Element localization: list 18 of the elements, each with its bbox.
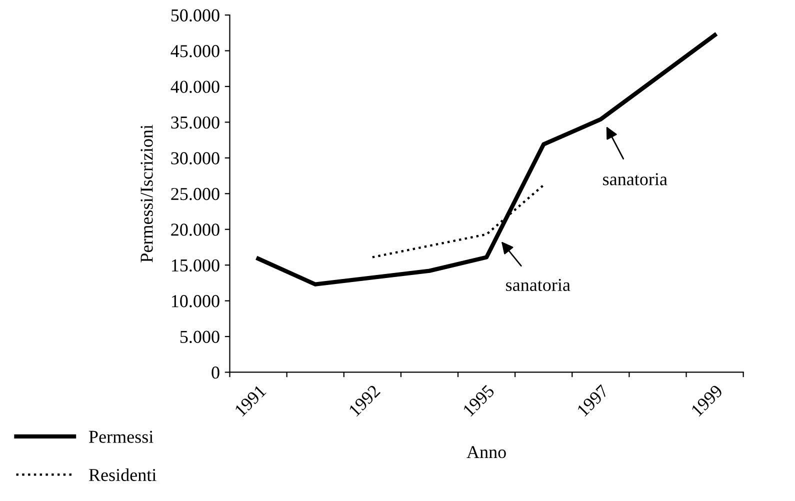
annotation: sanatoria — [603, 173, 668, 186]
y-tick-label: 15.000 — [172, 259, 220, 272]
legend-label: Permessi — [88, 430, 154, 443]
y-tick-label: 45.000 — [170, 45, 220, 58]
y-tick-label: 30.000 — [171, 152, 220, 164]
y-tick-label: 40.000 — [170, 80, 220, 93]
y-tick-label: 50.000 — [171, 9, 220, 22]
y-tick-label: 35.000 — [171, 116, 220, 129]
y-tick-label: 0 — [212, 366, 220, 379]
annotation: sanatoria — [506, 278, 570, 292]
y-tick-label: 5.000 — [180, 330, 220, 344]
y-tick-label: 25.000 — [171, 188, 220, 200]
legend-label: Residenti — [88, 468, 156, 482]
y-tick-label: 10.000 — [172, 295, 220, 308]
x-tick-label: 1991 — [234, 384, 267, 417]
y-axis-title: Permessi/Iscrizioni — [140, 124, 153, 262]
x-axis-title: Anno — [466, 446, 506, 458]
y-tick-label: 20.000 — [171, 224, 220, 236]
